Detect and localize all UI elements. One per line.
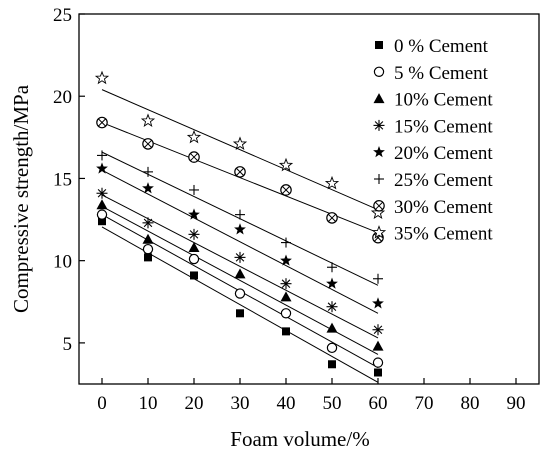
data-point: [326, 277, 338, 289]
x-tick-label: 70: [415, 393, 434, 414]
data-point: [188, 253, 200, 265]
legend-label: 20% Cement: [394, 143, 493, 164]
data-point: [278, 157, 294, 172]
data-point: [96, 209, 108, 220]
data-point: [326, 342, 338, 354]
data-point: [98, 217, 106, 226]
data-point: [327, 262, 337, 273]
trendline: [101, 89, 379, 211]
plot-frame: [78, 13, 540, 385]
data-point: [374, 368, 382, 377]
x-tick-label: 30: [231, 393, 250, 414]
data-point: [372, 297, 384, 309]
x-axis-title: Foam volume/%: [230, 427, 369, 451]
data-point: [280, 308, 292, 319]
data-point: [188, 208, 200, 220]
data-point: [326, 322, 338, 333]
data-point: [280, 291, 292, 302]
data-point: [142, 243, 154, 255]
data-point: [370, 205, 386, 220]
data-point: [144, 253, 152, 262]
legend-marker: [373, 66, 385, 78]
legend-label: 0 % Cement: [394, 36, 489, 57]
legend-marker: [373, 200, 385, 212]
data-point: [142, 182, 154, 194]
legend-label: 35% Cement: [394, 224, 493, 245]
data-point: [232, 136, 248, 150]
data-point: [234, 268, 246, 279]
y-tick-label: 10: [53, 252, 72, 273]
data-point: [235, 209, 245, 220]
x-tick-label: 50: [323, 393, 342, 414]
legend-label: 5 % Cement: [394, 63, 489, 84]
legend-marker: [374, 174, 384, 184]
legend-marker: [373, 146, 385, 158]
x-tick-label: 20: [185, 393, 204, 414]
x-tick-label: 90: [507, 393, 526, 414]
data-point: [281, 237, 291, 248]
data-point: [189, 184, 199, 195]
data-point: [373, 273, 383, 284]
data-point: [282, 327, 290, 336]
y-tick-label: 5: [63, 334, 73, 355]
data-point: [142, 217, 154, 229]
legend-label: 25% Cement: [394, 170, 493, 191]
y-tick-label: 20: [53, 87, 72, 108]
legend-marker: [371, 225, 387, 239]
data-point: [280, 184, 292, 196]
x-tick-label: 40: [277, 393, 296, 414]
ticks-layer: 0 10 20 30 40 50 60 70 80 90 5 10 15 20 25: [53, 5, 526, 414]
data-point: [190, 271, 198, 280]
data-point: [328, 360, 336, 369]
data-point: [186, 129, 202, 144]
x-tick-label: 80: [461, 393, 480, 414]
data-point: [280, 278, 292, 290]
data-point: [142, 233, 154, 244]
data-point: [372, 340, 384, 351]
legend-marker: [373, 119, 385, 131]
data-point: [143, 166, 153, 177]
data-point: [188, 151, 200, 163]
data-point: [188, 242, 200, 253]
data-point: [94, 70, 110, 85]
x-tick-label: 60: [369, 393, 388, 414]
data-point: [372, 324, 384, 336]
legend-label: 10% Cement: [394, 90, 493, 111]
data-point: [96, 199, 108, 210]
legend-marker: [375, 41, 383, 49]
legend: 0 % Cement 5 % Cement 10% Cement 15% Cement…: [371, 36, 493, 245]
legend-label: 15% Cement: [394, 116, 493, 137]
data-point: [142, 138, 154, 150]
y-tick-label: 25: [53, 5, 72, 26]
trendline: [101, 169, 379, 314]
data-point: [234, 223, 246, 235]
data-point: [280, 254, 292, 266]
legend-marker: [373, 93, 385, 104]
data-point: [236, 309, 244, 318]
data-point: [324, 175, 340, 190]
y-axis-title: Compressive strength/MPa: [9, 84, 33, 313]
data-point: [97, 150, 107, 161]
data-point: [234, 166, 246, 178]
data-point: [96, 116, 108, 129]
legend-label: 30% Cement: [394, 197, 493, 218]
data-point: [140, 113, 156, 127]
data-point: [96, 187, 108, 199]
data-point: [234, 288, 246, 299]
data-point: [188, 228, 200, 240]
data-markers: [94, 70, 386, 377]
data-point: [326, 301, 338, 313]
data-point: [234, 251, 246, 263]
data-point: [372, 357, 384, 368]
x-tick-label: 0: [97, 393, 107, 414]
trendlines: [101, 89, 379, 383]
data-point: [326, 212, 338, 224]
x-tick-label: 10: [139, 393, 158, 414]
data-point: [96, 162, 108, 174]
y-tick-label: 15: [53, 169, 72, 190]
